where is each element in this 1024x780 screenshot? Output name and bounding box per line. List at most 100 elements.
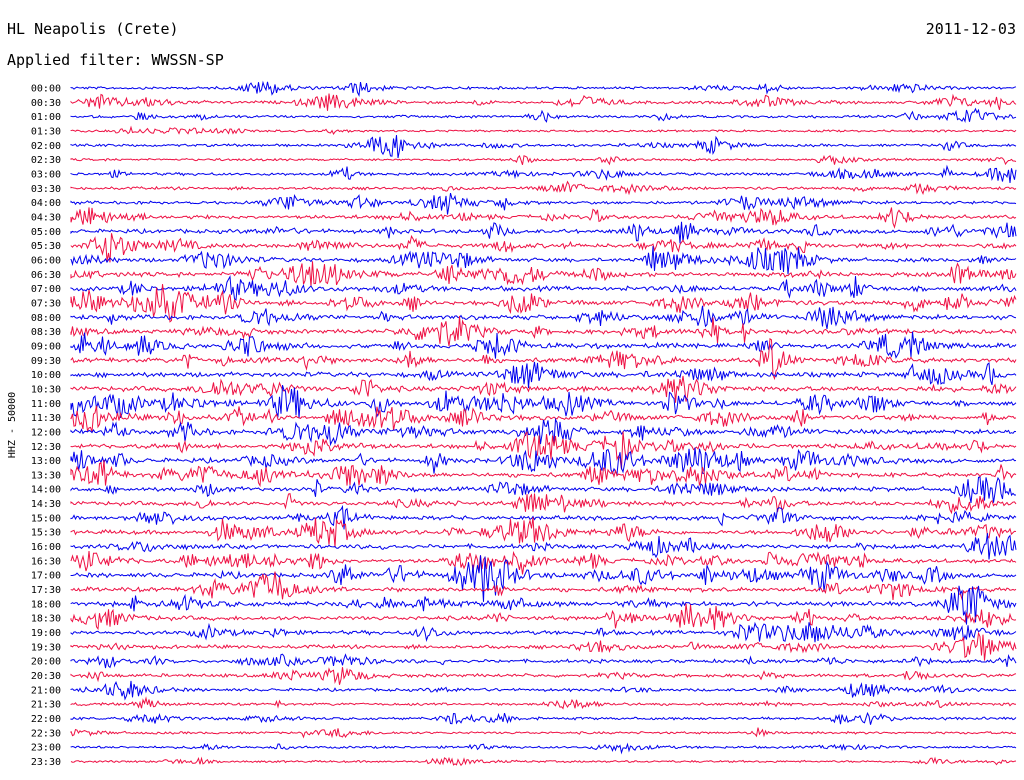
trace-line	[70, 233, 1017, 263]
row-time-label: 11:30	[31, 413, 61, 424]
date-label: 2011-12-03	[925, 20, 1016, 38]
trace-line	[70, 107, 1017, 124]
row-time-label: 02:30	[31, 155, 61, 166]
filter-label: Applied filter: WWSSN-SP	[7, 51, 224, 69]
row-time-label: 03:00	[31, 169, 61, 180]
trace-line	[70, 221, 1017, 244]
trace-line	[70, 375, 1017, 403]
trace-line	[70, 696, 1016, 710]
trace-line	[70, 621, 1017, 643]
row-time-label: 13:00	[31, 456, 61, 467]
trace-line	[70, 504, 1017, 530]
trace-rows: 00:00 00:30 01:00 01:30 02:00 02:30 03:00 03:30…	[31, 80, 1017, 768]
row-time-label: 17:00	[31, 571, 61, 582]
row-time-label: 00:30	[31, 98, 61, 109]
row-time-label: 11:00	[31, 399, 61, 410]
row-time-label: 23:00	[31, 743, 61, 754]
trace-line	[70, 180, 1017, 196]
row-time-label: 10:00	[31, 370, 61, 381]
trace-line	[70, 207, 1017, 229]
row-time-label: 22:00	[31, 714, 61, 725]
row-time-label: 16:30	[31, 556, 61, 567]
row-time-label: 08:00	[31, 313, 61, 324]
row-time-label: 09:30	[31, 356, 61, 367]
trace-line	[70, 125, 1017, 136]
trace-line	[70, 284, 1017, 323]
row-time-label: 20:30	[31, 671, 61, 682]
row-time-label: 13:30	[31, 470, 61, 481]
trace-line	[70, 337, 1017, 381]
row-time-label: 01:30	[31, 126, 61, 137]
trace-line	[70, 571, 1017, 601]
trace-line	[70, 315, 1017, 347]
row-time-label: 23:30	[31, 757, 61, 768]
row-time-label: 08:30	[31, 327, 61, 338]
row-time-label: 21:00	[31, 685, 61, 696]
trace-line	[70, 459, 1017, 488]
row-time-label: 09:00	[31, 341, 61, 352]
row-time-label: 20:00	[31, 657, 61, 668]
row-time-label: 02:00	[31, 141, 61, 152]
trace-line	[70, 164, 1017, 184]
row-time-label: 17:30	[31, 585, 61, 596]
trace-line	[70, 192, 1017, 215]
trace-line	[70, 476, 1016, 503]
row-time-label: 15:30	[31, 528, 61, 539]
y-axis-label-group: HHZ - 50000	[7, 392, 18, 458]
row-time-label: 07:30	[31, 298, 61, 309]
row-time-label: 14:00	[31, 485, 61, 496]
trace-line	[70, 631, 1017, 661]
row-time-label: 18:00	[31, 599, 61, 610]
row-time-label: 06:30	[31, 270, 61, 281]
row-time-label: 22:30	[31, 728, 61, 739]
trace-line	[70, 154, 1017, 166]
trace-line	[70, 384, 1017, 419]
row-time-label: 16:00	[31, 542, 61, 553]
y-axis-label: HHZ - 50000	[7, 392, 18, 458]
trace-line	[70, 711, 1017, 725]
row-time-label: 06:00	[31, 255, 61, 266]
row-time-label: 05:00	[31, 227, 61, 238]
trace-line	[70, 405, 1017, 433]
trace-line	[70, 603, 1017, 631]
trace-line	[70, 550, 1017, 575]
row-time-label: 05:30	[31, 241, 61, 252]
trace-line	[70, 417, 1017, 447]
trace-line	[70, 275, 1017, 301]
trace-line	[70, 517, 1017, 548]
trace-line	[70, 361, 1017, 389]
trace-line	[70, 93, 1017, 111]
trace-line	[70, 680, 1017, 701]
row-time-label: 10:30	[31, 384, 61, 395]
trace-line	[70, 80, 1017, 97]
trace-line	[70, 331, 1017, 359]
trace-line	[70, 555, 1017, 602]
trace-line	[70, 667, 1017, 685]
row-time-label: 04:30	[31, 212, 61, 223]
trace-line	[70, 492, 1017, 515]
row-time-label: 03:30	[31, 184, 61, 195]
row-time-label: 01:00	[31, 112, 61, 123]
row-time-label: 07:00	[31, 284, 61, 295]
station-title: HL Neapolis (Crete)	[7, 20, 179, 38]
row-time-label: 19:30	[31, 642, 61, 653]
row-time-label: 18:30	[31, 614, 61, 625]
trace-line	[70, 305, 1017, 329]
row-time-label: 12:00	[31, 427, 61, 438]
trace-line	[70, 533, 1017, 560]
trace-line	[70, 727, 1016, 739]
row-time-label: 14:30	[31, 499, 61, 510]
trace-line	[70, 261, 1017, 287]
row-time-label: 19:00	[31, 628, 61, 639]
row-time-label: 21:30	[31, 700, 61, 711]
trace-line	[70, 742, 1017, 755]
trace-line	[70, 653, 1017, 669]
row-time-label: 00:00	[31, 84, 61, 95]
trace-line	[70, 585, 1017, 625]
trace-line	[70, 431, 1017, 470]
trace-line	[70, 135, 1017, 159]
row-time-label: 04:00	[31, 198, 61, 209]
row-time-label: 12:30	[31, 442, 61, 453]
row-time-label: 15:00	[31, 513, 61, 524]
